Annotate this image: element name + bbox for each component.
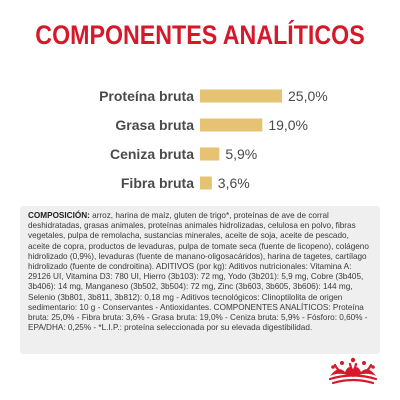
bar [200, 176, 212, 190]
bar [200, 147, 220, 161]
composition-text: arroz, harina de maíz, gluten de trigo*,… [28, 211, 369, 333]
page-title: COMPONENTES ANALÍTICOS [35, 20, 365, 50]
crown-logo-icon [328, 357, 378, 385]
category-label: Ceniza bruta [110, 146, 194, 162]
analytical-components-chart: Proteína bruta 25,0% Grasa bruta 19,0% Ceniz… [99, 88, 328, 191]
bar [200, 118, 263, 132]
value-label: 5,9% [225, 146, 257, 162]
value-label: 19,0% [268, 117, 308, 133]
value-label: 25,0% [288, 88, 328, 104]
composition-panel: COMPOSICIÓN: arroz, harina de maíz, glut… [20, 206, 380, 354]
category-label: Proteína bruta [99, 88, 194, 104]
value-label: 3,6% [218, 175, 250, 191]
composition-heading: COMPOSICIÓN: [28, 211, 90, 220]
bar [200, 89, 282, 103]
category-label: Fibra bruta [121, 175, 194, 191]
category-label: Grasa bruta [115, 117, 194, 133]
